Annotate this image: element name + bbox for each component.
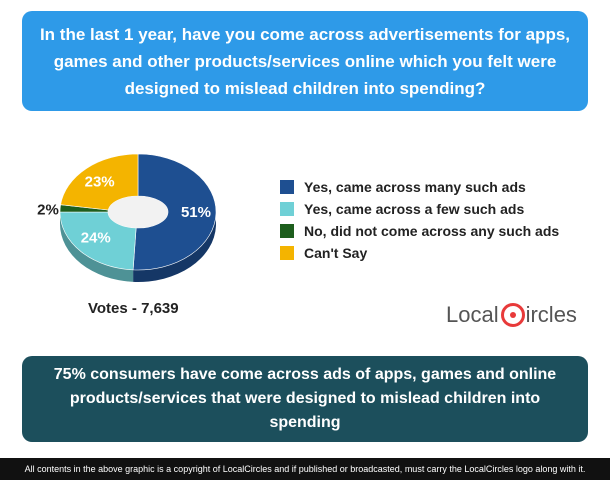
logo-text-local: Local bbox=[446, 302, 499, 327]
donut-chart: 51% 24% 2% 23% bbox=[37, 140, 238, 300]
slice-side-yes-came-across-a-few-such-ads bbox=[60, 212, 134, 282]
legend-swatch bbox=[280, 202, 294, 216]
legend-item-no-did-not-come-across-any-such-ads: No, did not come across any such ads bbox=[280, 220, 559, 242]
legend-label: No, did not come across any such ads bbox=[304, 223, 560, 239]
votes-count: Votes - 7,639 bbox=[88, 300, 179, 317]
legend-label: Can't Say bbox=[304, 245, 368, 261]
localcircles-logo: Local ircles bbox=[446, 300, 577, 330]
logo-text-circles: ircles bbox=[525, 302, 577, 327]
legend-swatch bbox=[280, 180, 294, 194]
slice-value-label-yes-came-across-a-few-such-ads: 24% bbox=[81, 230, 111, 247]
legend-item-yes-came-across-a-few-such-ads: Yes, came across a few such ads bbox=[280, 198, 559, 220]
slice-value-label-yes-came-across-many-such-ads: 51% bbox=[181, 204, 211, 221]
question-text: In the last 1 year, have you come across… bbox=[39, 24, 571, 98]
legend-swatch bbox=[280, 224, 294, 238]
chart-legend: Yes, came across many such ads Yes, came … bbox=[280, 176, 559, 264]
legend-item-yes-came-across-many-such-ads: Yes, came across many such ads bbox=[280, 176, 559, 198]
summary-text: 75% consumers have come across ads of ap… bbox=[53, 366, 557, 431]
slice-value-label-can-t-say: 23% bbox=[85, 174, 115, 191]
donut-hole bbox=[108, 196, 168, 228]
question-banner: In the last 1 year, have you come across… bbox=[22, 11, 588, 111]
donut-svg: 51% 24% 2% 23% bbox=[37, 153, 217, 282]
logo-circle-icon bbox=[500, 303, 525, 327]
slice-value-label-no-did-not-come-across-any-such-ads: 2% bbox=[37, 201, 59, 218]
legend-label: Yes, came across many such ads bbox=[304, 179, 526, 195]
legend-swatch bbox=[280, 246, 294, 260]
legend-item-can-t-say: Can't Say bbox=[280, 242, 559, 264]
copyright-footer: All contents in the above graphic is a c… bbox=[0, 458, 610, 480]
summary-banner: 75% consumers have come across ads of ap… bbox=[22, 356, 588, 442]
legend-label: Yes, came across a few such ads bbox=[304, 201, 525, 217]
footer-text: All contents in the above graphic is a c… bbox=[24, 464, 586, 474]
